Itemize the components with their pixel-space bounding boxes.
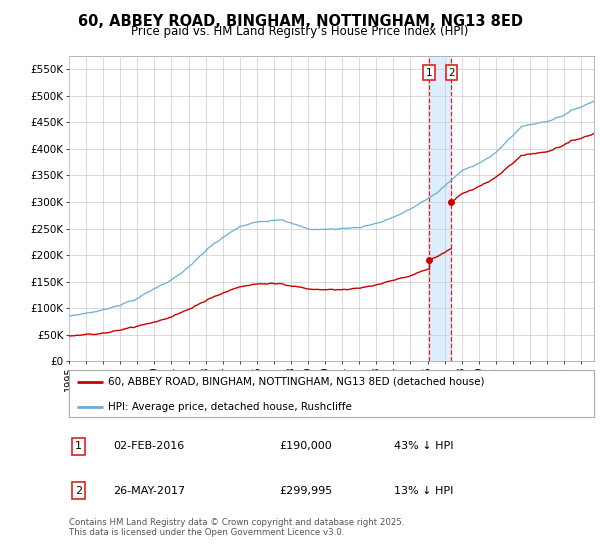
Text: 2: 2 bbox=[448, 68, 455, 78]
Text: 2: 2 bbox=[75, 486, 82, 496]
Bar bbox=[429, 56, 451, 361]
Text: Contains HM Land Registry data © Crown copyright and database right 2025.
This d: Contains HM Land Registry data © Crown c… bbox=[69, 518, 404, 538]
Text: Price paid vs. HM Land Registry’s House Price Index (HPI): Price paid vs. HM Land Registry’s House … bbox=[131, 25, 469, 38]
Text: 1: 1 bbox=[425, 68, 432, 78]
Text: 1: 1 bbox=[75, 441, 82, 451]
Text: 13% ↓ HPI: 13% ↓ HPI bbox=[395, 486, 454, 496]
Text: £299,995: £299,995 bbox=[279, 486, 332, 496]
Text: £190,000: £190,000 bbox=[279, 441, 332, 451]
Text: 02-FEB-2016: 02-FEB-2016 bbox=[113, 441, 185, 451]
Text: 60, ABBEY ROAD, BINGHAM, NOTTINGHAM, NG13 8ED (detached house): 60, ABBEY ROAD, BINGHAM, NOTTINGHAM, NG1… bbox=[109, 376, 485, 386]
Text: 43% ↓ HPI: 43% ↓ HPI bbox=[395, 441, 454, 451]
Text: 26-MAY-2017: 26-MAY-2017 bbox=[113, 486, 186, 496]
Text: HPI: Average price, detached house, Rushcliffe: HPI: Average price, detached house, Rush… bbox=[109, 402, 352, 412]
Text: 60, ABBEY ROAD, BINGHAM, NOTTINGHAM, NG13 8ED: 60, ABBEY ROAD, BINGHAM, NOTTINGHAM, NG1… bbox=[77, 14, 523, 29]
